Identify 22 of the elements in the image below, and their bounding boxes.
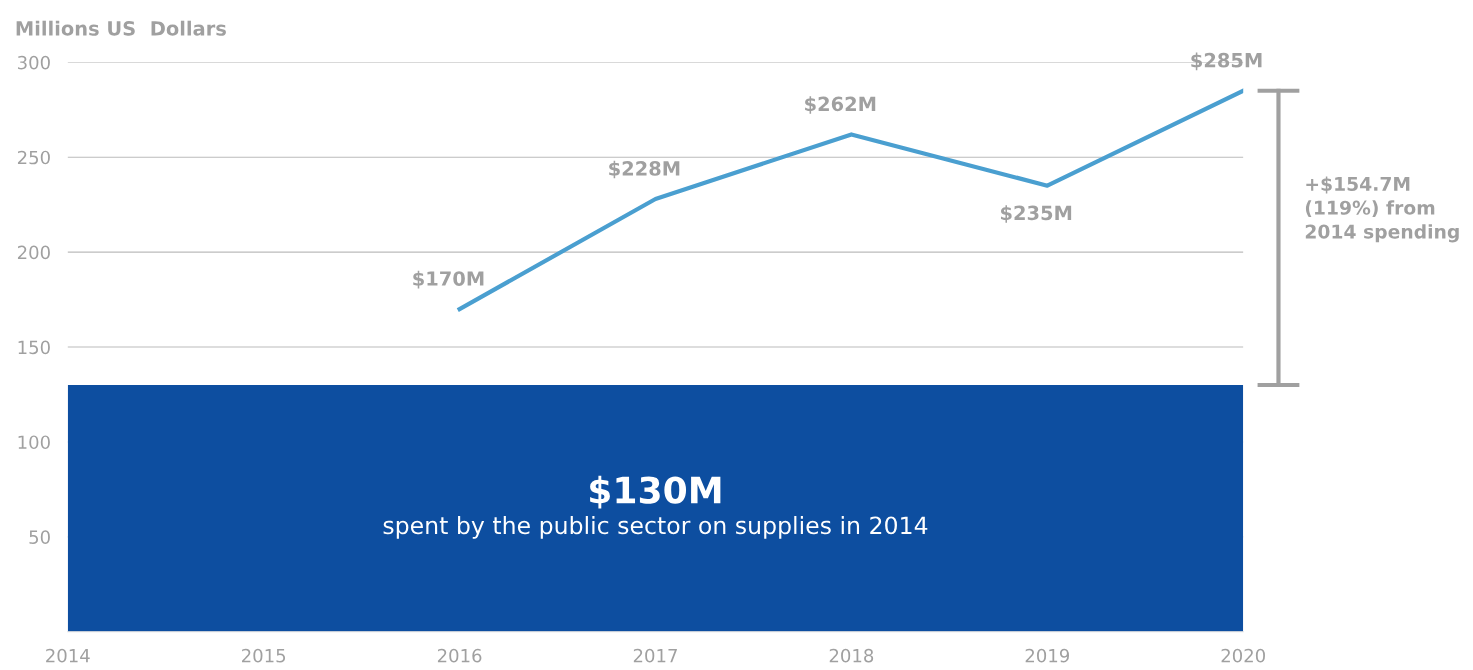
x-tick-label: 2017 bbox=[633, 648, 677, 663]
data-label: $228M bbox=[609, 160, 680, 179]
x-tick-label: 2015 bbox=[242, 648, 286, 663]
y-tick-label: 150 bbox=[18, 340, 50, 355]
y-tick-label: 200 bbox=[17, 245, 50, 260]
data-label: $262M bbox=[805, 96, 876, 114]
x-tick-label: 2014 bbox=[46, 648, 90, 663]
x-tick-label: 2018 bbox=[829, 648, 874, 663]
y-tick-label: 250 bbox=[17, 150, 50, 165]
y-tick-label: 300 bbox=[18, 55, 50, 70]
data-label: $285M bbox=[1191, 52, 1262, 71]
y-axis-title: Millions US Dollars bbox=[16, 20, 226, 36]
y-tick-label: 100 bbox=[18, 435, 50, 450]
x-tick-label: 2019 bbox=[1025, 648, 1070, 663]
x-tick-label: 2020 bbox=[1221, 648, 1265, 663]
x-tick-label: 2016 bbox=[437, 648, 482, 663]
data-label: $235M bbox=[1000, 205, 1072, 223]
text: +$154.7M (119%) from 2014 spending bbox=[1305, 176, 1459, 243]
band-label: $130M bbox=[590, 475, 721, 509]
data-label: $170M bbox=[413, 270, 484, 289]
y-tick-label: 50 bbox=[29, 530, 50, 545]
annotation: spent by the public sector on supplies in 2014 bbox=[383, 515, 928, 539]
